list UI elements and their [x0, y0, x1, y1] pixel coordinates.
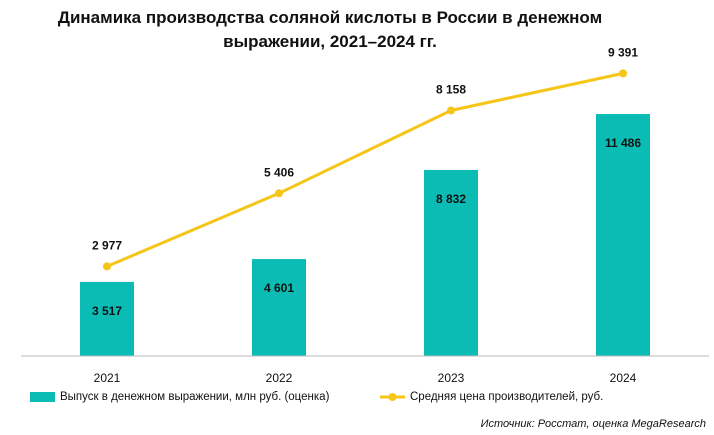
- line-point: [275, 189, 283, 198]
- x-tick-label: 2021: [94, 371, 121, 385]
- bar: [80, 281, 134, 356]
- bar-value-label: 3 517: [92, 304, 122, 318]
- chart-title: Динамика производства соляной кислоты в …: [57, 8, 603, 51]
- legend-label: Выпуск в денежном выражении, млн руб. (о…: [60, 391, 330, 403]
- x-tick-label: 2024: [610, 371, 637, 385]
- bar: [252, 259, 306, 356]
- line-point: [103, 262, 111, 271]
- bar-value-label: 8 832: [436, 192, 466, 206]
- bar: [424, 169, 478, 356]
- line-point: [447, 106, 455, 115]
- line: [106, 71, 624, 268]
- line-value-label: 2 977: [92, 239, 122, 253]
- source: Источник: Росстат, оценка MegaResearch: [481, 418, 706, 430]
- line-value-label: 5 406: [264, 165, 294, 179]
- line-point: [619, 69, 627, 78]
- legend-swatch: [30, 392, 55, 402]
- legend-swatch: [388, 393, 397, 401]
- bar: [596, 114, 650, 357]
- bar-value-label: 11 486: [605, 136, 641, 150]
- x-tick-label: 2022: [266, 371, 293, 385]
- x-tick-label: 2023: [438, 371, 465, 385]
- legend-label: Средняя цена производителей, руб.: [410, 391, 603, 403]
- bar-value-label: 4 601: [264, 281, 294, 295]
- line-value-label: 9 391: [608, 46, 638, 60]
- line-value-label: 8 158: [436, 83, 466, 97]
